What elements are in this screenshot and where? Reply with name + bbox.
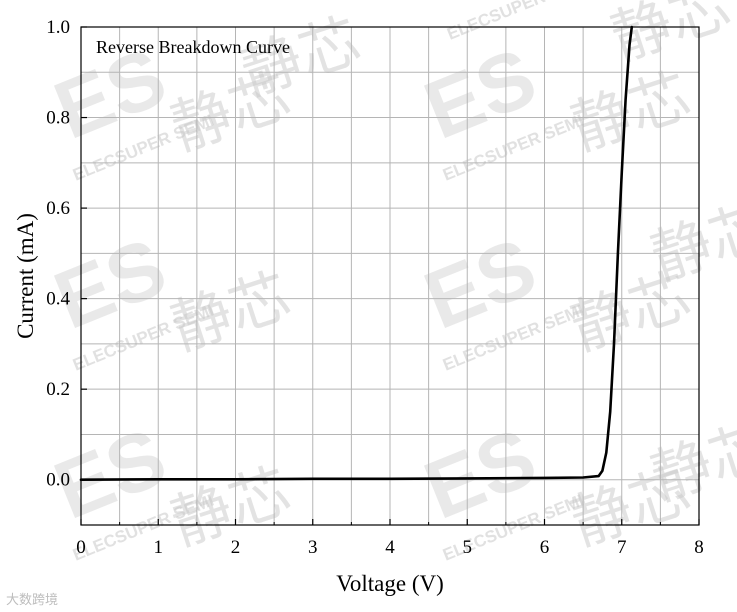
- ticks: 0 1 2 3 4 5 6 7 8 0.0 0.2 0.4 0.6 0.8 1.0: [46, 17, 704, 558]
- y-tick-label: 0.0: [46, 470, 70, 491]
- x-tick-label: 7: [617, 537, 627, 558]
- x-axis-title: Voltage (V): [336, 571, 444, 596]
- series-layer: [79, 25, 634, 482]
- y-tick-label: 1.0: [46, 17, 70, 38]
- x-tick-label: 0: [76, 537, 86, 558]
- x-tick-label: 4: [385, 537, 395, 558]
- chart-title: Reverse Breakdown Curve: [96, 37, 290, 57]
- x-tick-label: 2: [231, 537, 241, 558]
- x-tick-label: 1: [154, 537, 164, 558]
- y-axis-title: Current (mA): [13, 213, 38, 339]
- corner-watermark: 大数跨境: [6, 593, 59, 608]
- y-tick-label: 0.6: [46, 198, 70, 219]
- x-tick-label: 5: [463, 537, 473, 558]
- x-tick-label: 8: [694, 537, 704, 558]
- watermark-chinese: 静芯: [233, 6, 369, 110]
- x-tick-label: 3: [308, 537, 318, 558]
- y-tick-label: 0.8: [46, 108, 70, 129]
- y-tick-label: 0.2: [46, 379, 70, 400]
- y-tick-label: 0.4: [46, 289, 70, 310]
- watermark-chinese: 静芯: [163, 261, 299, 365]
- watermark-brand: ELECSUPER SEMI: [444, 0, 590, 44]
- series-line: [79, 25, 634, 482]
- x-tick-label: 6: [540, 537, 550, 558]
